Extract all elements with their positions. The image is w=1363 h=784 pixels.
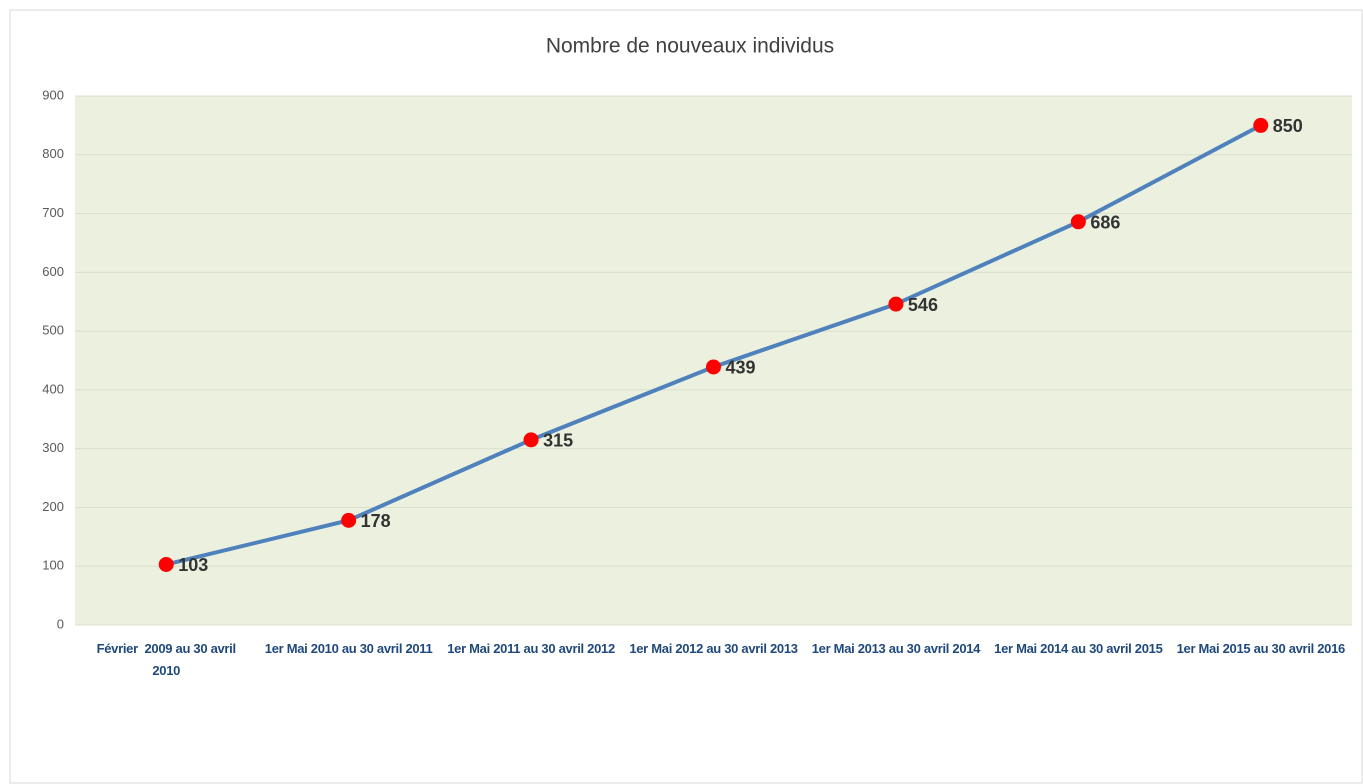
y-tick-label: 100 [42,558,64,573]
marker [158,556,174,572]
data-label: 178 [361,511,391,531]
chart-title: Nombre de nouveaux individus [546,35,834,58]
y-tick-label: 300 [42,440,64,455]
data-label: 850 [1273,116,1303,136]
x-tick-label: 1er Mai 2014 au 30 avril 2015 [994,641,1163,656]
x-tick-label: 1er Mai 2010 au 30 avril 2011 [264,641,433,656]
marker [888,296,904,312]
marker [341,512,357,528]
data-label: 546 [908,295,938,315]
marker [706,359,721,375]
marker [1070,214,1086,230]
data-label: 686 [1090,213,1120,233]
y-tick-label: 700 [42,205,64,220]
y-tick-label: 200 [42,499,64,514]
y-tick-label: 500 [42,323,64,338]
x-tick-label: 1er Mai 2013 au 30 avril 2014 [811,641,981,656]
x-tick-label: Février 2009 au 30 avril 2010 [96,641,240,678]
y-tick-label: 800 [42,146,64,161]
data-label: 103 [178,555,208,575]
y-tick-label: 0 [57,616,64,631]
y-tick-label: 600 [42,264,64,279]
marker [1253,117,1269,133]
x-tick-label: 1er Mai 2015 au 30 avril 2016 [1176,641,1346,656]
y-tick-label: 400 [42,381,64,396]
y-tick-label: 900 [42,87,64,102]
x-tick-label: 1er Mai 2011 au 30 avril 2012 [447,641,615,656]
x-tick-label: 1er Mai 2012 au 30 avril 2013 [629,641,798,656]
data-label: 439 [726,358,756,378]
marker [523,432,539,448]
data-label: 315 [543,431,573,451]
